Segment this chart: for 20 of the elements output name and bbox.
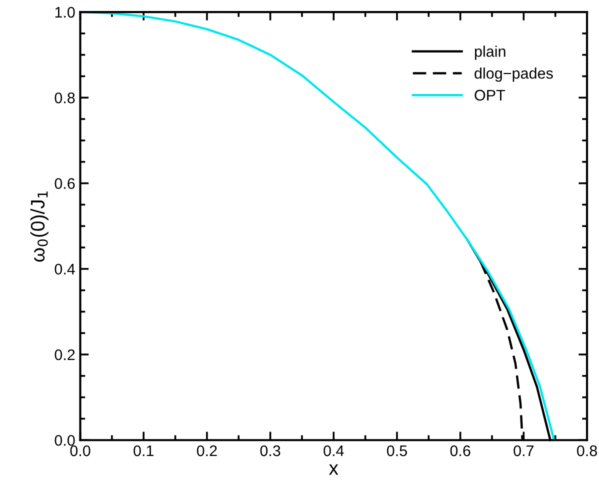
x-tick-label: 0.1 bbox=[134, 445, 154, 456]
x-tick-label: 0.3 bbox=[260, 445, 280, 456]
x-tick-label: 0.0 bbox=[70, 445, 90, 456]
y-tick-label: 0.0 bbox=[54, 434, 75, 446]
y-tick-label: 0.6 bbox=[54, 178, 75, 189]
legend-label: dlog−pades bbox=[474, 68, 553, 82]
x-axis-title: x bbox=[329, 464, 338, 475]
x-tick-label: 0.4 bbox=[324, 445, 344, 456]
x-tick-label: 0.7 bbox=[514, 445, 534, 456]
y-tick-label: 0.2 bbox=[54, 349, 75, 360]
x-tick-label: 0.2 bbox=[196, 445, 217, 456]
y-tick-label: 0.4 bbox=[54, 264, 75, 275]
legend-label: plain bbox=[474, 46, 506, 60]
y-tick-label: 1.0 bbox=[55, 6, 75, 18]
legend-label: OPT bbox=[474, 90, 506, 101]
x-tick-label: 0.5 bbox=[386, 445, 407, 456]
x-tick-label: 0.8 bbox=[577, 445, 597, 456]
y-axis-title: ω$_{0}$(0)/J$_{1}$ bbox=[30, 191, 48, 262]
x-tick-label: 0.6 bbox=[450, 445, 470, 456]
y-tick-label: 0.8 bbox=[54, 92, 75, 104]
